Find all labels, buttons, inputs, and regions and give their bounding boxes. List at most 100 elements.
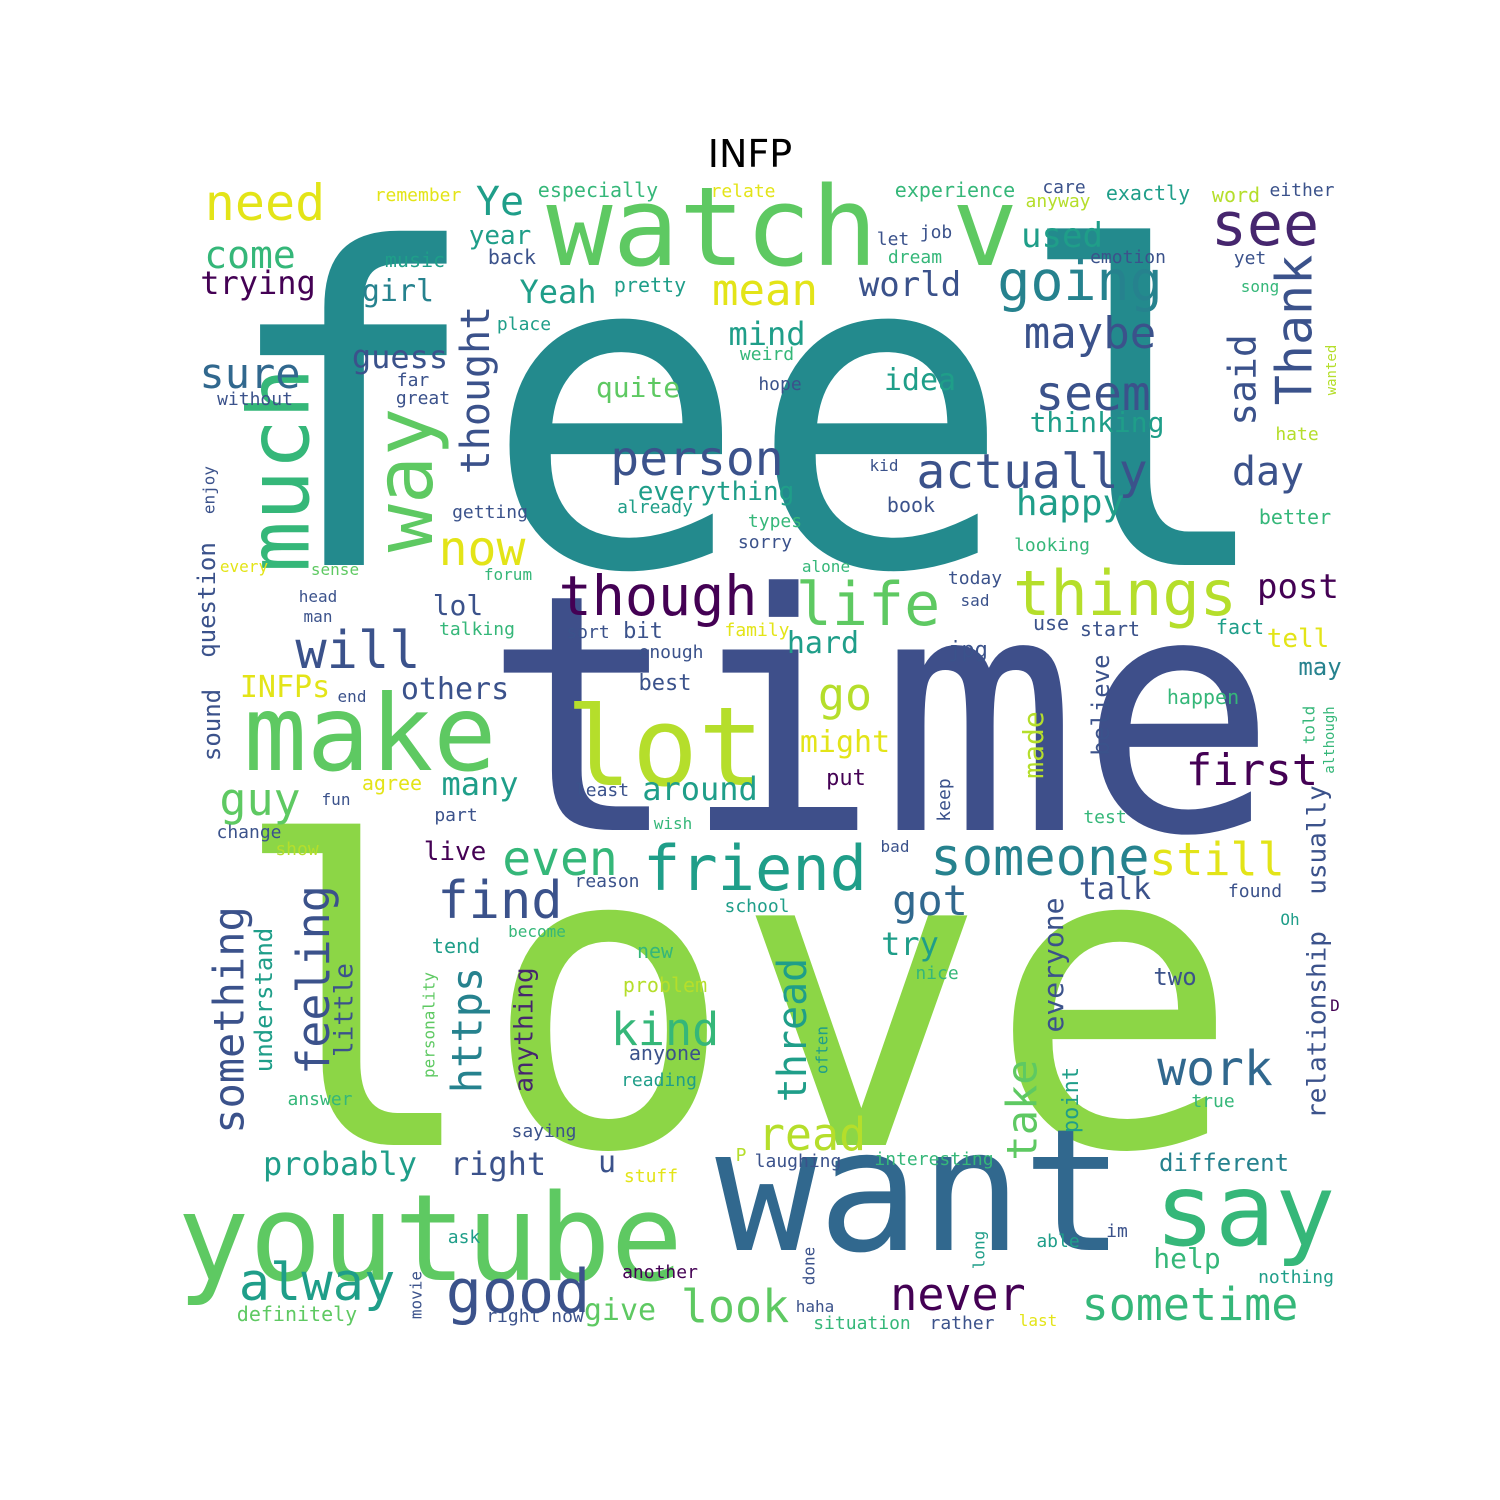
word-song: song [1241,277,1280,296]
word-personality: personality [420,972,439,1078]
word-weird: weird [740,344,794,365]
word-way: way [358,408,451,553]
word-talk: talk [1079,872,1151,907]
word-person: person [610,431,783,487]
word-right-now: right now [486,1306,584,1327]
word-tell: tell [1267,624,1330,654]
word-show: show [275,839,319,860]
word-far: far [397,370,430,391]
word-last: last [1019,1311,1058,1330]
word-definitely: definitely [237,1302,357,1326]
word-found: found [1228,881,1282,902]
word-question: question [193,542,221,658]
word-everything: everything [638,477,795,507]
word-part: part [434,805,477,826]
word-either: either [1269,180,1334,201]
word-come: come [204,233,296,277]
word-test: test [1083,807,1126,828]
word-infps: INFPs [240,670,330,705]
word-little: little [330,963,360,1057]
word-right: right [450,1145,546,1183]
word-take: take [998,1059,1047,1160]
word-love: love [229,756,1240,1245]
word-say: say [1155,1152,1336,1269]
word-back: back [488,245,536,269]
word-reason: reason [574,871,639,892]
word-work: work [1157,1041,1273,1097]
word-year: year [469,221,532,251]
word-make: make [244,673,497,795]
word-p: P [736,1145,747,1166]
word-kid: kid [870,456,899,475]
word-happy: happy [1016,483,1124,524]
word-something: something [205,906,254,1134]
word-pretty: pretty [614,273,686,297]
word-sad: sad [961,591,990,610]
word-much: much [230,368,329,573]
word-wish: wish [654,814,693,833]
word-start: start [1080,617,1140,641]
word-understand: understand [250,928,278,1073]
word-movie: movie [407,1271,426,1319]
word-problem: problem [623,973,707,997]
word-watch: watch [546,163,877,291]
word-end: end [338,687,367,706]
word-seem: seem [1035,366,1151,422]
word-keep: keep [934,778,955,821]
word-girl: girl [362,274,434,309]
word-want: want [715,1093,1124,1291]
word-guess: guess [352,338,448,376]
word-relate: relate [710,181,775,202]
word-others: others [401,672,509,707]
word-d: D [1330,996,1340,1015]
word-answer: answer [287,1089,352,1110]
word-everyone: everyone [1037,898,1070,1033]
word-enjoy: enjoy [200,466,219,515]
word-now: now [439,521,526,577]
word-lol: lol [433,589,484,622]
word-probably: probably [263,1145,417,1183]
word-never: never [890,1268,1025,1321]
word-made: made [1017,711,1050,778]
word-u: u [598,1145,616,1180]
word-help: help [1153,1242,1220,1275]
word-family: family [724,620,789,641]
word-done: done [800,1247,819,1286]
word-wanted: wanted [1324,345,1340,396]
word-lot: lot [566,683,765,811]
word-quite: quite [596,371,680,404]
word-sort: sort [566,622,609,643]
word-even: even [502,831,618,887]
word-job: job [920,222,953,243]
word-believe: believe [1087,654,1115,755]
word-find: find [437,871,562,931]
word-thinking: thinking [1030,406,1165,439]
word-great: great [396,388,450,409]
word-look: look [681,1280,789,1333]
word-guy: guy [219,773,300,826]
word-emotion: emotion [1090,247,1166,268]
word-stuff: stuff [624,1166,678,1187]
word-relationship: relationship [1303,931,1333,1119]
word-often: often [813,1026,832,1074]
word-least: least [575,780,629,801]
word-tend: tend [432,934,480,958]
word-alone: alone [802,557,850,576]
word-dream: dream [888,247,942,268]
word-remember: remember [375,185,462,206]
word-anyone: anyone [629,1041,701,1065]
word-two: two [1153,963,1196,991]
word-head: head [299,587,338,606]
word-im: im [1106,1221,1128,1242]
word-feel: feel [218,157,1278,669]
word-use: use [1033,611,1069,635]
word-best: best [639,671,692,696]
word-world: world [859,265,961,305]
word-already: already [617,497,693,518]
word-maybe: maybe [1024,308,1156,359]
word-thread: thread [770,958,816,1103]
word-especially: especially [538,178,658,202]
word-kind: kind [611,1003,719,1056]
word-exactly: exactly [1106,181,1190,205]
